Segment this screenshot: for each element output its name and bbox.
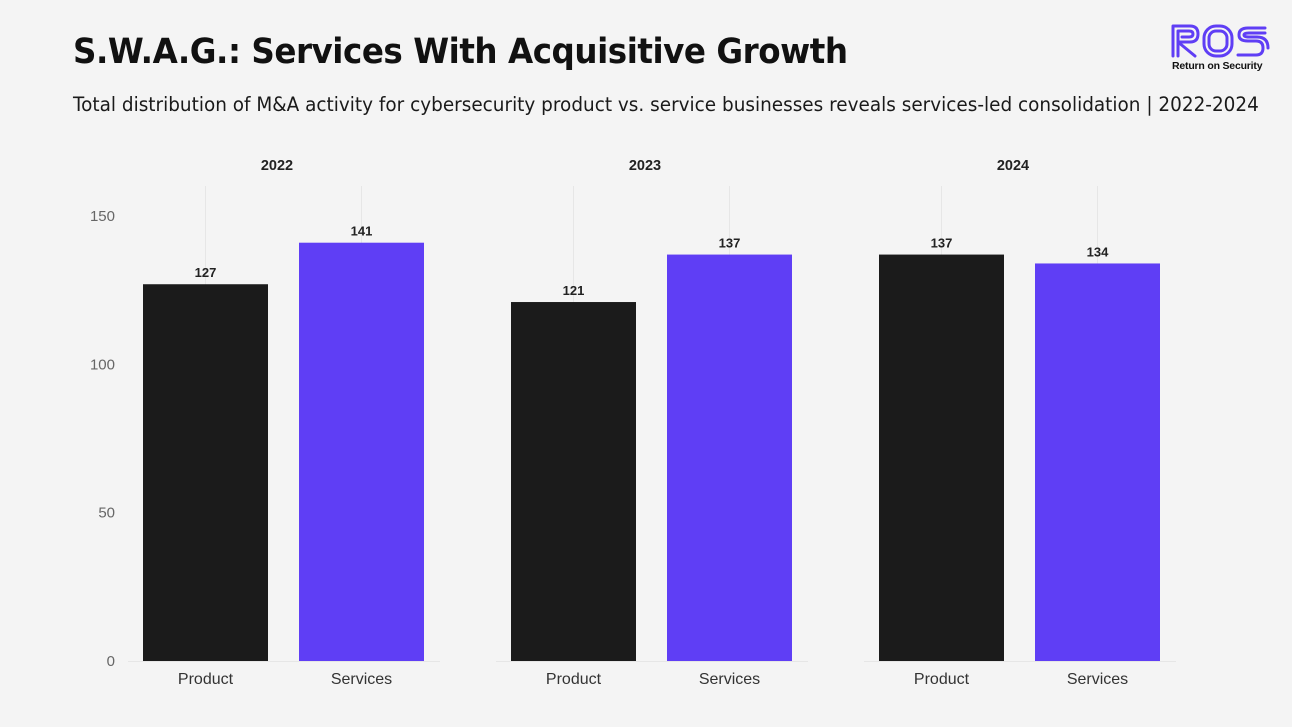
bar-services [1035,263,1160,661]
ros-logo [1168,20,1270,76]
facet-label: 2024 [997,158,1029,174]
bar-product [143,284,268,661]
x-category-label: Product [914,671,970,688]
data-label: 127 [195,265,217,280]
data-label: 134 [1087,244,1109,259]
bar-services [299,242,424,661]
y-tick-label: 0 [107,653,115,670]
data-label: 137 [719,236,741,251]
logo-tagline: Return on Security [1172,60,1263,72]
x-category-label: Services [699,671,760,688]
y-tick-label: 100 [90,356,115,373]
page-subtitle: Total distribution of M&A activity for c… [73,93,1259,116]
facet-label: 2022 [261,158,293,174]
data-label: 137 [931,236,953,251]
facet-label: 2023 [629,158,661,174]
x-category-label: Services [331,671,392,688]
bar-services [667,254,792,662]
y-tick-label: 150 [90,208,115,225]
y-tick-label: 50 [98,505,115,522]
x-category-label: Product [178,671,234,688]
data-label: 121 [563,283,585,298]
bar-product [511,302,636,661]
bar-product [879,254,1004,662]
data-label: 141 [351,224,373,239]
page-title: S.W.A.G.: Services With Acquisitive Grow… [73,32,848,72]
x-category-label: Product [546,671,602,688]
x-category-label: Services [1067,671,1128,688]
